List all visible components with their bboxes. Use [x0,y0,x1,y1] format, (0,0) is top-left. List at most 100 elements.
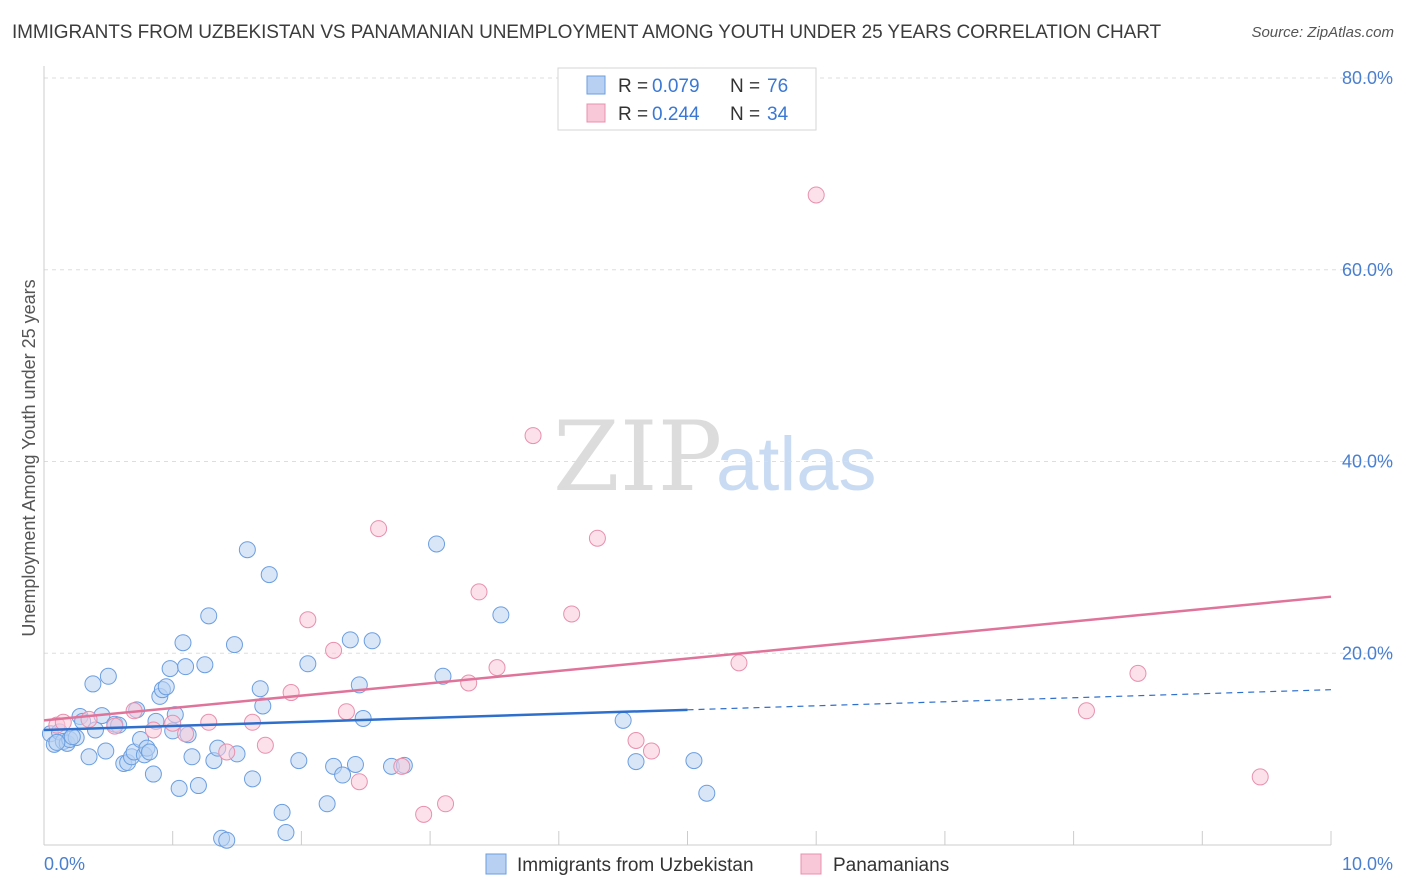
data-point-panamanians [144,721,162,739]
bottom-legend-swatch-pink [800,853,822,875]
gridlines [44,77,1393,654]
data-point-panamanians [1129,664,1147,682]
data-point-uzbekistan [346,755,364,773]
data-point-panamanians [1251,768,1269,786]
data-point-uzbekistan [290,752,308,770]
chart-title: IMMIGRANTS FROM UZBEKISTAN VS PANAMANIAN… [12,22,1162,43]
data-point-uzbekistan [428,535,446,553]
data-point-uzbekistan [318,795,336,813]
data-point-panamanians [218,743,236,761]
data-point-panamanians [80,710,98,728]
data-point-uzbekistan [354,709,372,727]
source-credit: Source: ZipAtlas.com [1251,24,1394,41]
legend-r-value-1: 0.079 [652,76,700,97]
data-point-uzbekistan [334,766,352,784]
data-point-uzbekistan [157,678,175,696]
y-tick-label: 40.0% [1342,452,1393,472]
y-axis-label: Unemployment Among Youth under 25 years [19,279,39,636]
data-point-panamanians [642,742,660,760]
data-point-panamanians [177,725,195,743]
data-point-panamanians [470,583,488,601]
data-point-panamanians [164,714,182,732]
data-point-uzbekistan [161,660,179,678]
watermark-zip: ZIP [553,401,722,513]
data-point-panamanians [460,674,478,692]
watermark-atlas: atlas [716,422,877,507]
data-point-uzbekistan [492,606,510,624]
data-point-panamanians [256,736,274,754]
data-point-uzbekistan [183,748,201,766]
data-point-uzbekistan [84,675,102,693]
data-point-uzbekistan [260,566,278,584]
data-point-panamanians [588,529,606,547]
data-point-uzbekistan [63,728,81,746]
legend-swatch-pink [586,103,606,123]
x-tick-label: 10.0% [1342,854,1393,874]
x-tick-label: 0.0% [44,854,85,874]
data-point-panamanians [415,805,433,823]
data-point-panamanians [54,713,72,731]
data-point-uzbekistan [97,742,115,760]
legend-r-value-2: 0.244 [652,104,700,125]
data-point-uzbekistan [144,765,162,783]
x-tick-labels: 0.0% 10.0% [44,854,1393,874]
data-point-uzbekistan [177,658,195,676]
data-point-panamanians [106,717,124,735]
trend-line-uzbekistan-extension [687,689,1332,711]
data-point-uzbekistan [238,541,256,559]
data-point-panamanians [350,773,368,791]
data-point-panamanians [807,186,825,204]
data-point-panamanians [200,713,218,731]
bottom-legend-label-uzbekistan: Immigrants from Uzbekistan [517,855,754,876]
data-point-panamanians [299,611,317,629]
data-point-uzbekistan [174,634,192,652]
data-point-uzbekistan [200,607,218,625]
data-point-panamanians [524,427,542,445]
trend-lines [43,595,1332,732]
trend-line-panamanians [43,595,1332,722]
data-point-panamanians [1077,702,1095,720]
data-point-panamanians [563,605,581,623]
data-point-uzbekistan [273,803,291,821]
legend-n-value-2: 34 [767,104,789,125]
data-point-uzbekistan [341,631,359,649]
legend-r-label-1: R = [618,76,648,97]
legend-swatch-blue [586,75,606,95]
data-point-uzbekistan [80,748,98,766]
data-point-uzbekistan [254,697,272,715]
bottom-legend-swatch-blue [485,853,507,875]
data-point-uzbekistan [99,667,117,685]
data-point-uzbekistan [218,831,236,849]
data-point-uzbekistan [698,784,716,802]
legend-n-value-1: 76 [767,76,788,97]
data-point-uzbekistan [627,753,645,771]
data-point-panamanians [393,757,411,775]
trend-line-uzbekistan [43,708,688,732]
data-point-uzbekistan [277,824,295,842]
data-point-uzbekistan [614,711,632,729]
data-point-panamanians [488,659,506,677]
data-point-panamanians [325,641,343,659]
y-tick-label: 60.0% [1342,260,1393,280]
series-uzbekistan-points [41,535,716,849]
data-point-uzbekistan [196,656,214,674]
y-tick-labels: 20.0% 40.0% 60.0% 80.0% [1342,68,1393,663]
data-point-uzbekistan [189,777,207,795]
data-point-uzbekistan [170,779,188,797]
y-tick-label: 80.0% [1342,68,1393,88]
data-point-panamanians [370,520,388,538]
axes [43,66,1332,846]
data-point-panamanians [437,795,455,813]
data-point-uzbekistan [251,680,269,698]
data-point-uzbekistan [434,667,452,685]
legend-n-label-2: N = [730,104,760,125]
legend-n-label-1: N = [730,76,760,97]
y-tick-label: 20.0% [1342,643,1393,663]
legend-r-label-2: R = [618,104,648,125]
data-point-panamanians [730,654,748,672]
data-point-uzbekistan [299,655,317,673]
data-point-uzbekistan [363,632,381,650]
data-point-uzbekistan [685,752,703,770]
data-point-uzbekistan [141,743,159,761]
